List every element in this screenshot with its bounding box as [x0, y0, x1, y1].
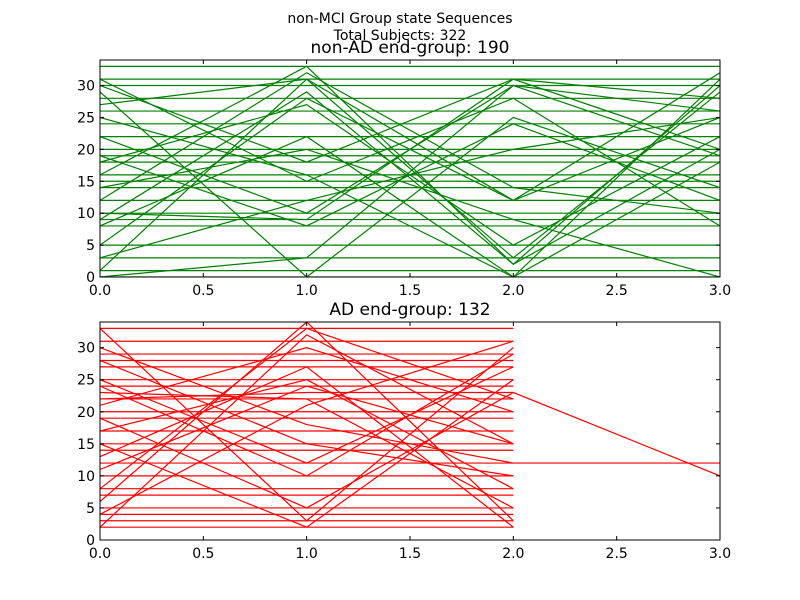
sequence-line — [100, 104, 720, 246]
sequence-line — [100, 359, 514, 477]
x-tick-label: 0.0 — [89, 546, 111, 562]
y-tick-label: 0 — [86, 270, 95, 286]
sequence-line — [100, 347, 514, 464]
x-tick-label: 2.0 — [502, 546, 524, 562]
y-tick-label: 30 — [77, 341, 95, 357]
sequence-line — [100, 327, 514, 522]
y-tick-label: 25 — [77, 373, 95, 389]
x-tick-label: 0.5 — [192, 546, 214, 562]
sequence-line — [100, 379, 514, 490]
y-tick-label: 20 — [77, 142, 95, 158]
x-tick-label: 3.0 — [709, 546, 731, 562]
sequence-line — [100, 327, 514, 490]
y-tick-label: 0 — [86, 533, 95, 549]
suptitle: non-MCI Group state Sequences — [287, 11, 512, 27]
y-tick-label: 30 — [77, 79, 95, 95]
sequence-line — [100, 340, 514, 515]
x-tick-label: 2.0 — [502, 283, 524, 299]
y-tick-label: 10 — [77, 206, 95, 222]
x-tick-label: 1.5 — [399, 546, 421, 562]
sequence-line — [100, 353, 514, 477]
sequence-line — [100, 72, 720, 214]
sequence-line — [100, 84, 720, 277]
sequence-line — [100, 366, 514, 528]
x-tick-label: 1.5 — [399, 283, 421, 299]
sequence-line — [100, 148, 720, 277]
sequence-line — [100, 379, 514, 528]
sequence-line — [100, 392, 514, 509]
sequence-line — [100, 116, 720, 277]
sequence-line — [100, 78, 720, 277]
sequence-line — [100, 78, 720, 227]
sequence-line — [100, 78, 720, 163]
x-tick-label: 2.5 — [606, 283, 628, 299]
y-tick-label: 5 — [86, 238, 95, 254]
sequence-line — [100, 391, 514, 509]
y-tick-label: 20 — [77, 405, 95, 421]
x-tick-label: 1.0 — [296, 546, 318, 562]
subplot-title: non-AD end-group: 190 — [311, 38, 510, 58]
y-tick-label: 15 — [77, 437, 95, 453]
sequence-line — [100, 347, 514, 413]
y-tick-label: 10 — [77, 469, 95, 485]
x-tick-label: 1.0 — [296, 283, 318, 299]
sequence-line — [100, 391, 720, 477]
sequence-line — [100, 385, 514, 471]
sequence-line — [100, 65, 720, 265]
sequence-line — [100, 91, 720, 277]
y-tick-label: 5 — [86, 501, 95, 517]
x-tick-label: 2.5 — [606, 546, 628, 562]
subplot-title: AD end-group: 132 — [329, 300, 490, 320]
y-tick-label: 25 — [77, 110, 95, 126]
x-tick-label: 3.0 — [709, 283, 731, 299]
sequence-line — [100, 78, 720, 221]
y-tick-label: 15 — [77, 174, 95, 190]
suptitle: Total Subjects: 322 — [333, 28, 467, 44]
x-tick-label: 0.5 — [192, 283, 214, 299]
x-tick-label: 0.0 — [89, 283, 111, 299]
